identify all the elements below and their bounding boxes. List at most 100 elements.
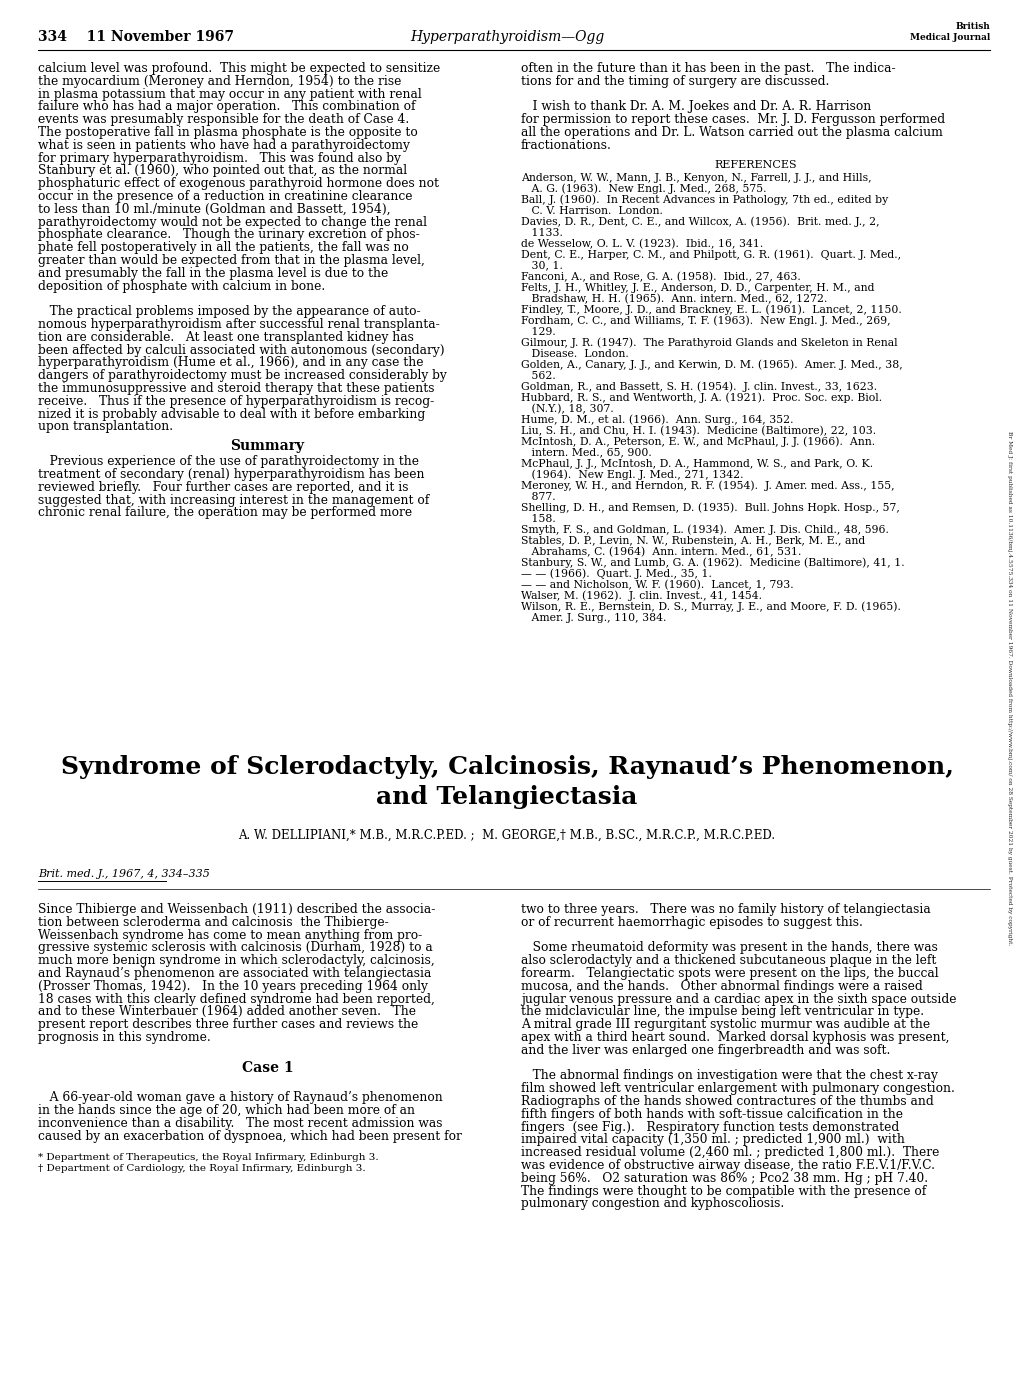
Text: mucosa, and the hands.   Other abnormal findings were a raised: mucosa, and the hands. Other abnormal fi… <box>521 980 922 993</box>
Text: intern. Med., 65, 900.: intern. Med., 65, 900. <box>521 447 651 458</box>
Text: Previous experience of the use of parathyroidectomy in the: Previous experience of the use of parath… <box>38 455 419 468</box>
Text: and to these Winterbauer (1964) added another seven.   The: and to these Winterbauer (1964) added an… <box>38 1006 416 1018</box>
Text: fractionations.: fractionations. <box>521 139 611 151</box>
Text: Hubbard, R. S., and Wentworth, J. A. (1921).  Proc. Soc. exp. Biol.: Hubbard, R. S., and Wentworth, J. A. (19… <box>521 392 881 403</box>
Text: Ball, J. (1960).  In Recent Advances in Pathology, 7th ed., edited by: Ball, J. (1960). In Recent Advances in P… <box>521 194 888 205</box>
Text: reviewed briefly.   Four further cases are reported, and it is: reviewed briefly. Four further cases are… <box>38 480 408 494</box>
Text: The postoperative fall in plasma phosphate is the opposite to: The postoperative fall in plasma phospha… <box>38 127 418 139</box>
Text: Felts, J. H., Whitley, J. E., Anderson, D. D., Carpenter, H. M., and: Felts, J. H., Whitley, J. E., Anderson, … <box>521 282 873 293</box>
Text: Disease.  London.: Disease. London. <box>521 348 628 359</box>
Text: REFERENCES: REFERENCES <box>713 160 796 169</box>
Text: A. W. DELLIPIANI,* M.B., M.R.C.P.ED. ;  M. GEORGE,† M.B., B.SC., M.R.C.P., M.R.C: A. W. DELLIPIANI,* M.B., M.R.C.P.ED. ; M… <box>238 828 774 842</box>
Text: the immunosuppressive and steroid therapy that these patients: the immunosuppressive and steroid therap… <box>38 383 434 395</box>
Text: Radiographs of the hands showed contractures of the thumbs and: Radiographs of the hands showed contract… <box>521 1095 932 1108</box>
Text: British: British <box>955 22 989 32</box>
Text: 158.: 158. <box>521 513 555 524</box>
Text: Stables, D. P., Levin, N. W., Rubenstein, A. H., Berk, M. E., and: Stables, D. P., Levin, N. W., Rubenstein… <box>521 535 864 546</box>
Text: to less than 10 ml./minute (Goldman and Bassett, 1954),: to less than 10 ml./minute (Goldman and … <box>38 202 390 216</box>
Text: Since Thibierge and Weissenbach (1911) described the associa-: Since Thibierge and Weissenbach (1911) d… <box>38 903 435 916</box>
Text: been affected by calculi associated with autonomous (secondary): been affected by calculi associated with… <box>38 344 444 356</box>
Text: calcium level was profound.  This might be expected to sensitize: calcium level was profound. This might b… <box>38 62 440 76</box>
Text: 30, 1.: 30, 1. <box>521 260 562 271</box>
Text: greater than would be expected from that in the plasma level,: greater than would be expected from that… <box>38 255 425 267</box>
Text: Syndrome of Sclerodactyly, Calcinosis, Raynaud’s Phenomenon,: Syndrome of Sclerodactyly, Calcinosis, R… <box>60 755 953 779</box>
Text: what is seen in patients who have had a parathyroidectomy: what is seen in patients who have had a … <box>38 139 410 151</box>
Text: McPhaul, J. J., McIntosh, D. A., Hammond, W. S., and Park, O. K.: McPhaul, J. J., McIntosh, D. A., Hammond… <box>521 458 872 469</box>
Text: treatment of secondary (renal) hyperparathyroidism has been: treatment of secondary (renal) hyperpara… <box>38 468 424 482</box>
Text: 129.: 129. <box>521 326 555 337</box>
Text: 18 cases with this clearly defined syndrome had been reported,: 18 cases with this clearly defined syndr… <box>38 992 434 1006</box>
Text: hyperparathyroidism (Hume et al., 1966), and in any case the: hyperparathyroidism (Hume et al., 1966),… <box>38 356 423 369</box>
Text: Wilson, R. E., Bernstein, D. S., Murray, J. E., and Moore, F. D. (1965).: Wilson, R. E., Bernstein, D. S., Murray,… <box>521 601 900 612</box>
Text: film showed left ventricular enlargement with pulmonary congestion.: film showed left ventricular enlargement… <box>521 1082 954 1095</box>
Text: Medical Journal: Medical Journal <box>909 33 989 43</box>
Text: Liu, S. H., and Chu, H. I. (1943).  Medicine (Baltimore), 22, 103.: Liu, S. H., and Chu, H. I. (1943). Medic… <box>521 425 875 436</box>
Text: fifth fingers of both hands with soft-tissue calcification in the: fifth fingers of both hands with soft-ti… <box>521 1108 902 1121</box>
Text: the myocardium (Meroney and Herndon, 1954) to the rise: the myocardium (Meroney and Herndon, 195… <box>38 74 401 88</box>
Text: suggested that, with increasing interest in the management of: suggested that, with increasing interest… <box>38 494 429 506</box>
Text: Fanconi, A., and Rose, G. A. (1958).  Ibid., 27, 463.: Fanconi, A., and Rose, G. A. (1958). Ibi… <box>521 271 800 282</box>
Text: Brit. med. J., 1967, 4, 334–335: Brit. med. J., 1967, 4, 334–335 <box>38 870 210 879</box>
Text: de Wesselow, O. L. V. (1923).  Ibid., 16, 341.: de Wesselow, O. L. V. (1923). Ibid., 16,… <box>521 238 762 249</box>
Text: fingers  (see Fig.).   Respiratory function tests demonstrated: fingers (see Fig.). Respiratory function… <box>521 1120 899 1134</box>
Text: all the operations and Dr. L. Watson carried out the plasma calcium: all the operations and Dr. L. Watson car… <box>521 127 942 139</box>
Text: Summary: Summary <box>230 439 305 453</box>
Text: (N.Y.), 18, 307.: (N.Y.), 18, 307. <box>521 403 613 414</box>
Text: (1964).  New Engl. J. Med., 271, 1342.: (1964). New Engl. J. Med., 271, 1342. <box>521 469 743 480</box>
Text: Hyperparathyroidism—Ogg: Hyperparathyroidism—Ogg <box>410 30 603 44</box>
Text: tion between scleroderma and calcinosis  the Thibierge-: tion between scleroderma and calcinosis … <box>38 916 388 929</box>
Text: occur in the presence of a reduction in creatinine clearance: occur in the presence of a reduction in … <box>38 190 412 204</box>
Text: two to three years.   There was no family history of telangiectasia: two to three years. There was no family … <box>521 903 930 916</box>
Text: and presumably the fall in the plasma level is due to the: and presumably the fall in the plasma le… <box>38 267 388 279</box>
Text: Goldman, R., and Bassett, S. H. (1954).  J. clin. Invest., 33, 1623.: Goldman, R., and Bassett, S. H. (1954). … <box>521 381 876 392</box>
Text: present report describes three further cases and reviews the: present report describes three further c… <box>38 1018 418 1031</box>
Text: Weissenbach syndrome has come to mean anything from pro-: Weissenbach syndrome has come to mean an… <box>38 929 422 941</box>
Text: phate fell postoperatively in all the patients, the fall was no: phate fell postoperatively in all the pa… <box>38 241 409 255</box>
Text: The practical problems imposed by the appearance of auto-: The practical problems imposed by the ap… <box>38 305 420 318</box>
Text: the midclavicular line, the impulse being left ventricular in type.: the midclavicular line, the impulse bein… <box>521 1006 923 1018</box>
Text: caused by an exacerbation of dyspnoea, which had been present for: caused by an exacerbation of dyspnoea, w… <box>38 1130 462 1143</box>
Text: tion are considerable.   At least one transplanted kidney has: tion are considerable. At least one tran… <box>38 330 414 344</box>
Text: for primary hyperparathyroidism.   This was found also by: for primary hyperparathyroidism. This wa… <box>38 151 400 165</box>
Text: 877.: 877. <box>521 491 555 502</box>
Text: apex with a third heart sound.  Marked dorsal kyphosis was present,: apex with a third heart sound. Marked do… <box>521 1031 949 1044</box>
Text: A. G. (1963).  New Engl. J. Med., 268, 575.: A. G. (1963). New Engl. J. Med., 268, 57… <box>521 183 765 194</box>
Text: pulmonary congestion and kyphoscoliosis.: pulmonary congestion and kyphoscoliosis. <box>521 1197 784 1211</box>
Text: Stanbury, S. W., and Lumb, G. A. (1962).  Medicine (Baltimore), 41, 1.: Stanbury, S. W., and Lumb, G. A. (1962).… <box>521 557 904 568</box>
Text: upon transplantation.: upon transplantation. <box>38 421 173 433</box>
Text: McIntosh, D. A., Peterson, E. W., and McPhaul, J. J. (1966).  Ann.: McIntosh, D. A., Peterson, E. W., and Mc… <box>521 436 874 447</box>
Text: gressive systemic sclerosis with calcinosis (Durham, 1928) to a: gressive systemic sclerosis with calcino… <box>38 941 432 955</box>
Text: and Telangiectasia: and Telangiectasia <box>376 784 637 809</box>
Text: or of recurrent haemorrhagic episodes to suggest this.: or of recurrent haemorrhagic episodes to… <box>521 916 862 929</box>
Bar <box>0 750 1019 870</box>
Text: Davies, D. R., Dent, C. E., and Willcox, A. (1956).  Brit. med. J., 2,: Davies, D. R., Dent, C. E., and Willcox,… <box>521 216 878 227</box>
Text: events was presumably responsible for the death of Case 4.: events was presumably responsible for th… <box>38 113 409 127</box>
Text: 1133.: 1133. <box>521 227 562 238</box>
Text: deposition of phosphate with calcium in bone.: deposition of phosphate with calcium in … <box>38 279 325 293</box>
Text: Gilmour, J. R. (1947).  The Parathyroid Glands and Skeleton in Renal: Gilmour, J. R. (1947). The Parathyroid G… <box>521 337 897 348</box>
Text: tions for and the timing of surgery are discussed.: tions for and the timing of surgery are … <box>521 74 828 88</box>
Text: Amer. J. Surg., 110, 384.: Amer. J. Surg., 110, 384. <box>521 612 665 622</box>
Text: increased residual volume (2,460 ml. ; predicted 1,800 ml.).  There: increased residual volume (2,460 ml. ; p… <box>521 1146 938 1159</box>
Text: Abrahams, C. (1964)  Ann. intern. Med., 61, 531.: Abrahams, C. (1964) Ann. intern. Med., 6… <box>521 546 801 557</box>
Text: Fordham, C. C., and Williams, T. F. (1963).  New Engl. J. Med., 269,: Fordham, C. C., and Williams, T. F. (196… <box>521 315 890 326</box>
Text: 562.: 562. <box>521 370 555 381</box>
Text: phosphate clearance.   Though the urinary excretion of phos-: phosphate clearance. Though the urinary … <box>38 228 420 241</box>
Text: Walser, M. (1962).  J. clin. Invest., 41, 1454.: Walser, M. (1962). J. clin. Invest., 41,… <box>521 590 761 601</box>
Text: chronic renal failure, the operation may be performed more: chronic renal failure, the operation may… <box>38 506 412 519</box>
Text: (Prosser Thomas, 1942).   In the 10 years preceding 1964 only: (Prosser Thomas, 1942). In the 10 years … <box>38 980 427 993</box>
Text: Bradshaw, H. H. (1965).  Ann. intern. Med., 62, 1272.: Bradshaw, H. H. (1965). Ann. intern. Med… <box>521 293 826 304</box>
Text: prognosis in this syndrome.: prognosis in this syndrome. <box>38 1031 211 1044</box>
Text: The abnormal findings on investigation were that the chest x-ray: The abnormal findings on investigation w… <box>521 1069 936 1083</box>
Text: was evidence of obstructive airway disease, the ratio F.E.V.1/F.V.C.: was evidence of obstructive airway disea… <box>521 1159 934 1172</box>
Text: * Department of Therapeutics, the Royal Infirmary, Edinburgh 3.: * Department of Therapeutics, the Royal … <box>38 1153 378 1161</box>
Text: † Department of Cardiology, the Royal Infirmary, Edinburgh 3.: † Department of Cardiology, the Royal In… <box>38 1164 365 1174</box>
Text: in plasma potassium that may occur in any patient with renal: in plasma potassium that may occur in an… <box>38 88 421 100</box>
Text: jugular venous pressure and a cardiac apex in the sixth space outside: jugular venous pressure and a cardiac ap… <box>521 992 956 1006</box>
Text: Meroney, W. H., and Herndon, R. F. (1954).  J. Amer. med. Ass., 155,: Meroney, W. H., and Herndon, R. F. (1954… <box>521 480 894 491</box>
Text: often in the future than it has been in the past.   The indica-: often in the future than it has been in … <box>521 62 895 76</box>
Text: 334    11 November 1967: 334 11 November 1967 <box>38 30 233 44</box>
Text: — — (1966).  Quart. J. Med., 35, 1.: — — (1966). Quart. J. Med., 35, 1. <box>521 568 711 579</box>
Text: Br Med J: first published as 10.1136/bmj.4.5575.334 on 11 November 1967. Downloa: Br Med J: first published as 10.1136/bmj… <box>1007 431 1012 945</box>
Text: Case 1: Case 1 <box>242 1061 293 1075</box>
